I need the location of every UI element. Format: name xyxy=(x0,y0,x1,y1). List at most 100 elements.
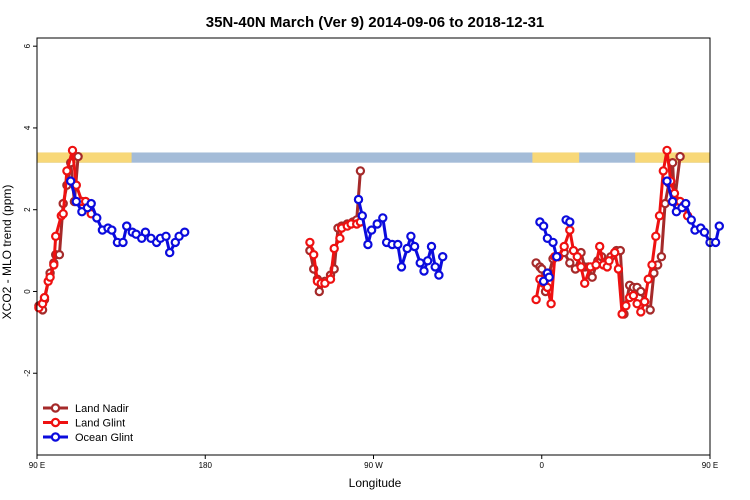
data-point xyxy=(617,309,627,319)
data-point xyxy=(651,231,661,241)
legend-marker xyxy=(50,417,61,428)
data-point xyxy=(161,231,171,241)
legend-marker xyxy=(50,432,61,442)
data-point xyxy=(686,215,697,225)
data-point xyxy=(51,231,61,241)
data-point xyxy=(314,286,324,297)
data-point xyxy=(92,213,102,223)
legend-label: Ocean Glint xyxy=(75,432,133,444)
data-point xyxy=(49,260,59,270)
legend-item-land-glint: Land Glint xyxy=(43,418,125,430)
legend-label: Land Nadir xyxy=(75,403,129,415)
data-point xyxy=(662,145,672,156)
y-tick-label: -2 xyxy=(23,369,32,377)
data-point xyxy=(656,252,667,262)
data-point xyxy=(632,299,642,309)
data-point xyxy=(654,211,665,221)
data-point xyxy=(552,252,562,262)
data-point xyxy=(658,166,669,176)
data-point xyxy=(699,227,710,237)
data-point xyxy=(548,237,558,248)
data-point xyxy=(710,237,721,248)
data-point xyxy=(363,239,373,250)
data-point xyxy=(434,270,444,280)
data-point xyxy=(54,249,65,260)
x-axis: 90 E 180 90 W 0 90 E xyxy=(29,455,718,470)
legend-marker xyxy=(50,403,61,413)
data-point xyxy=(714,221,725,231)
data-point xyxy=(559,241,569,252)
y-tick-label: 0 xyxy=(23,289,32,294)
data-point xyxy=(647,260,657,270)
data-point xyxy=(325,274,336,284)
y-tick-label: 4 xyxy=(23,125,32,130)
data-point xyxy=(565,258,575,268)
data-point xyxy=(396,262,407,272)
data-point xyxy=(62,166,72,176)
data-point xyxy=(580,278,590,288)
data-point xyxy=(335,233,345,243)
y-axis-label: XCO2 - MLO trend (ppm) xyxy=(0,185,14,320)
data-point xyxy=(595,241,605,252)
x-tick-label: 90 E xyxy=(29,461,45,470)
data-point xyxy=(309,249,319,260)
data-point xyxy=(393,239,403,250)
land-band-segment xyxy=(37,152,132,163)
data-point xyxy=(409,241,420,252)
land-band-segment xyxy=(532,152,580,163)
data-point xyxy=(565,225,575,235)
data-point xyxy=(419,266,429,276)
legend: Land Nadir Land Glint Ocean Glint xyxy=(43,403,133,444)
data-point xyxy=(643,274,654,284)
data-point xyxy=(667,196,678,207)
data-point xyxy=(662,176,672,186)
data-point xyxy=(329,243,339,254)
data-point xyxy=(58,209,68,219)
data-point xyxy=(423,256,433,266)
x-tick-label: 0 xyxy=(540,461,545,470)
data-point xyxy=(121,221,132,231)
data-point xyxy=(378,213,388,223)
data-point xyxy=(355,166,366,176)
y-tick-label: 2 xyxy=(23,207,32,212)
data-point xyxy=(71,196,82,207)
data-point xyxy=(675,151,685,162)
data-point xyxy=(613,264,624,274)
x-axis-label: Longitude xyxy=(349,476,402,490)
data-point xyxy=(587,272,597,282)
plot-frame xyxy=(36,37,711,456)
data-point xyxy=(660,198,670,209)
legend-label: Land Glint xyxy=(75,418,125,430)
data-point xyxy=(402,243,412,254)
data-point xyxy=(430,262,440,272)
data-point xyxy=(426,241,437,252)
data-point xyxy=(639,297,650,307)
data-point xyxy=(636,307,646,317)
data-point xyxy=(406,231,416,241)
data-point xyxy=(107,225,117,235)
data-point xyxy=(372,219,382,229)
legend-item-land-nadir: Land Nadir xyxy=(43,403,129,415)
data-point xyxy=(681,198,691,209)
legend-item-ocean-glint: Ocean Glint xyxy=(43,432,133,444)
data-point xyxy=(45,272,55,282)
data-point xyxy=(140,227,151,237)
y-tick-label: 6 xyxy=(23,43,32,48)
data-point xyxy=(366,225,377,235)
data-point xyxy=(438,252,448,262)
data-point xyxy=(86,198,96,209)
x-tick-label: 180 xyxy=(199,461,213,470)
data-point xyxy=(164,247,175,258)
data-point xyxy=(179,227,190,237)
data-point xyxy=(118,237,128,248)
data-point xyxy=(357,211,367,221)
data-point xyxy=(73,151,83,162)
data-point xyxy=(576,262,586,272)
chart-title: 35N-40N March (Ver 9) 2014-09-06 to 2018… xyxy=(206,14,545,31)
data-point xyxy=(591,260,601,270)
data-point xyxy=(636,286,646,297)
data-point xyxy=(538,221,549,231)
series-ocean-glint xyxy=(65,176,725,286)
ocean-band xyxy=(37,152,710,163)
